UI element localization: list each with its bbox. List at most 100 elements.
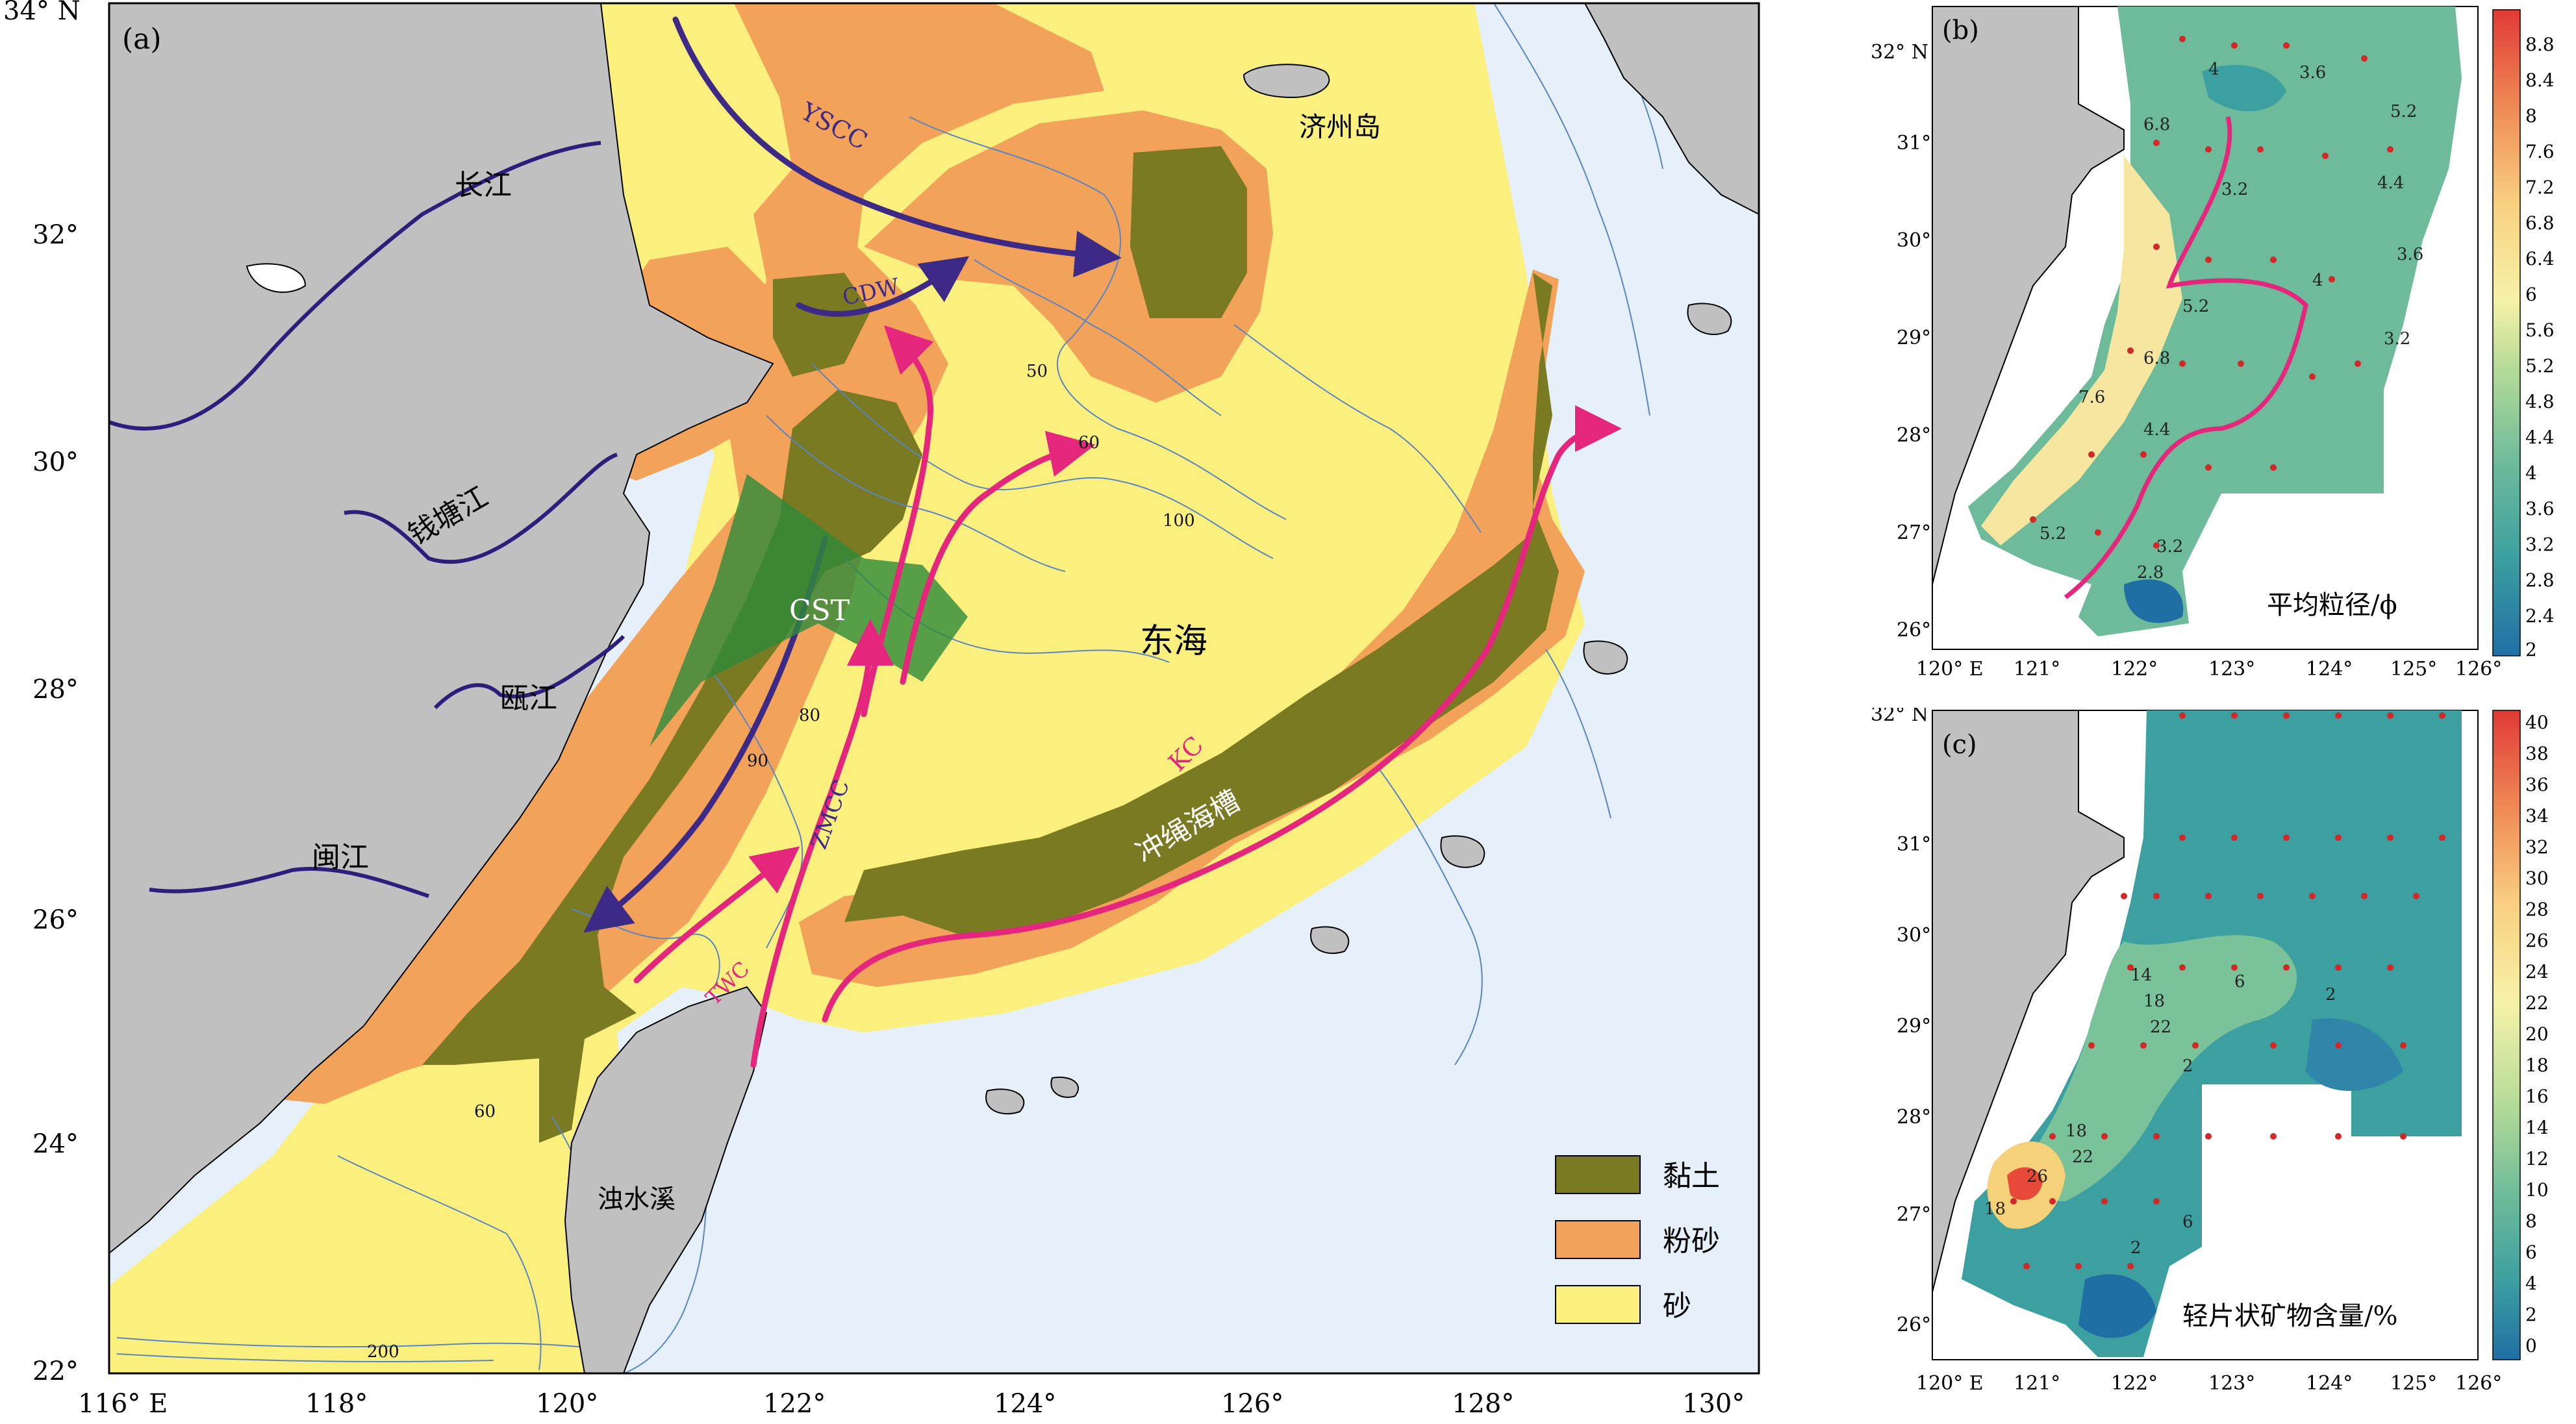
mineral-peak <box>2007 1167 2043 1201</box>
colorbar-label: 38 <box>2525 743 2549 764</box>
sample-points-c <box>2010 712 2445 1269</box>
lon-tick: 124° <box>2306 658 2353 681</box>
colorbar-label: 8.4 <box>2525 69 2555 91</box>
lon-tick: 123° <box>2208 658 2255 681</box>
colorbar-label: 24 <box>2525 961 2549 982</box>
contour-label: 2.8 <box>2137 563 2164 582</box>
lon-tick: 124° <box>2306 1372 2353 1395</box>
contour-label: 5.2 <box>2390 102 2417 121</box>
lat-tick: 29° <box>1897 1015 1931 1038</box>
colorbar-label: 3.2 <box>2525 534 2555 555</box>
lon-tick: 120° E <box>1916 658 1984 681</box>
contour-label: 6.8 <box>2143 349 2170 368</box>
panel-b-label: (b) <box>1942 16 1979 45</box>
lat-tick: 32° <box>32 220 79 250</box>
lat-ticks-a: 34° N 32° 30° 28° 26° 24° 22° <box>3 0 81 1386</box>
lon-tick: 121° <box>2014 1372 2060 1395</box>
contour-label: 3.6 <box>2397 245 2423 264</box>
lat-tick: 22° <box>32 1356 79 1386</box>
colorbar-label: 2 <box>2525 639 2537 660</box>
lon-tick: 118° <box>305 1389 368 1419</box>
twc-current-2 <box>750 619 894 1068</box>
contour-label: 2 <box>2182 1056 2193 1076</box>
colorbar-label: 2.8 <box>2525 569 2555 591</box>
contour-label: 5.2 <box>2182 297 2209 316</box>
contour-labels-c: 2 6 14 18 22 18 22 26 18 2 6 2 <box>1984 966 2336 1258</box>
colorbar-label: 6 <box>2525 1242 2537 1263</box>
river-label-minjiang: 闽江 <box>312 841 369 874</box>
river-label-changjiang: 长江 <box>455 169 512 202</box>
mineral-mid-band <box>2022 935 2297 1201</box>
contour-label: 26 <box>2027 1167 2048 1186</box>
isobath-label-90: 90 <box>747 751 768 771</box>
colorbar-label: 30 <box>2525 868 2549 889</box>
lon-tick: 116° E <box>78 1389 168 1419</box>
lon-tick: 126° <box>1221 1389 1283 1419</box>
grainsize-coarse-patch <box>2202 65 2286 112</box>
panel-b-title: 平均粒径/ϕ <box>2267 590 2397 620</box>
contour-label: 18 <box>2065 1121 2087 1141</box>
contour-label: 6.8 <box>2143 115 2170 134</box>
lat-tick: 31° <box>1897 132 1931 155</box>
legend-label-clay: 黏土 <box>1663 1160 1720 1193</box>
colorbar-label: 2 <box>2525 1304 2537 1325</box>
contour-label: 3.6 <box>2299 63 2326 82</box>
lon-tick: 121° <box>2014 658 2060 681</box>
sample-points-b <box>2030 36 2393 549</box>
panel-b: 4 3.6 5.2 6.8 3.2 4.4 4 3.6 5.2 3.2 6.8 … <box>1819 0 2576 701</box>
lat-tick: 26° <box>32 905 79 935</box>
colorbar-label: 2.4 <box>2525 605 2555 627</box>
colorbar-label: 32 <box>2525 836 2549 858</box>
colorbar-label: 10 <box>2525 1179 2549 1201</box>
lat-tick: 27° <box>1897 521 1931 544</box>
colorbar-label: 4 <box>2525 1273 2537 1294</box>
land-c <box>1932 710 2125 1293</box>
colorbar-label: 36 <box>2525 774 2549 795</box>
isobath-label-100: 100 <box>1163 511 1195 531</box>
lat-tick: 34° N <box>3 0 81 26</box>
lon-ticks-b: 120° E 121° 122° 123° 124° 125° 126° <box>1916 658 2502 681</box>
colorbar-label: 22 <box>2525 992 2549 1014</box>
lat-tick: 29° <box>1897 327 1931 349</box>
clay-zone-okinawa <box>844 273 1559 935</box>
legend-swatch-sand <box>1555 1285 1641 1324</box>
lat-tick: 30° <box>1897 924 1931 947</box>
panel-c: 2 6 14 18 22 18 22 26 18 2 6 2 (c) 轻片状矿物… <box>1819 703 2576 1421</box>
cst-label: CST <box>789 594 850 627</box>
contour-label: 18 <box>2143 992 2165 1011</box>
contour-label: 14 <box>2130 966 2152 985</box>
contour-label: 6 <box>2234 972 2245 992</box>
cst-arrow <box>650 474 968 747</box>
legend-swatch-silt <box>1555 1220 1641 1259</box>
lat-tick: 27° <box>1897 1203 1931 1226</box>
island-label-jeju: 济州岛 <box>1299 111 1381 143</box>
lat-tick: 32° N <box>1871 708 1928 726</box>
lat-tick: 24° <box>32 1129 79 1159</box>
map-a-frame <box>108 2 1760 1375</box>
panel-c-label: (c) <box>1942 730 1977 760</box>
legend-label-sand: 砂 <box>1663 1290 1691 1323</box>
map-c: 2 6 14 18 22 18 22 26 18 2 6 2 (c) 轻片状矿物… <box>1871 703 2549 1395</box>
legend-label-silt: 粉砂 <box>1663 1225 1720 1258</box>
lon-ticks-c: 120° E 121° 122° 123° 124° 125° 126° <box>1916 1372 2502 1395</box>
river-label-oujiang: 瓯江 <box>500 682 557 715</box>
kc-current <box>822 405 1622 1023</box>
contour-label: 2 <box>2325 985 2336 1005</box>
lon-tick: 126° <box>2455 658 2502 681</box>
colorbar-label: 8 <box>2525 1210 2537 1232</box>
colorbar-label: 3.6 <box>2525 498 2555 519</box>
lat-ticks-b: 32° N 31° 30° 29° 28° 27° 26° <box>1871 41 1931 642</box>
contour-label: 3.2 <box>2221 180 2248 199</box>
ryukyu-islands <box>985 303 1732 1115</box>
colorbar-label: 20 <box>2525 1023 2549 1045</box>
colorbar-label: 4.8 <box>2525 391 2555 412</box>
lon-tick: 128° <box>1452 1389 1514 1419</box>
lon-tick: 122° <box>2111 658 2158 681</box>
colorbar-label: 5.6 <box>2525 319 2555 341</box>
clay-zone-jeju <box>1130 146 1247 318</box>
lat-ticks-c: 32° N 31° 30° 29° 28° 27° 26° <box>1871 703 1931 1336</box>
mineral-low-east <box>2306 1018 2403 1091</box>
colorbar-b-labels: 8.8 8.4 8 7.6 7.2 6.8 6.4 6 5.6 5.2 4.8 … <box>2525 34 2555 660</box>
contour-label: 5.2 <box>2039 524 2066 543</box>
lat-tick: 28° <box>1897 1106 1931 1129</box>
